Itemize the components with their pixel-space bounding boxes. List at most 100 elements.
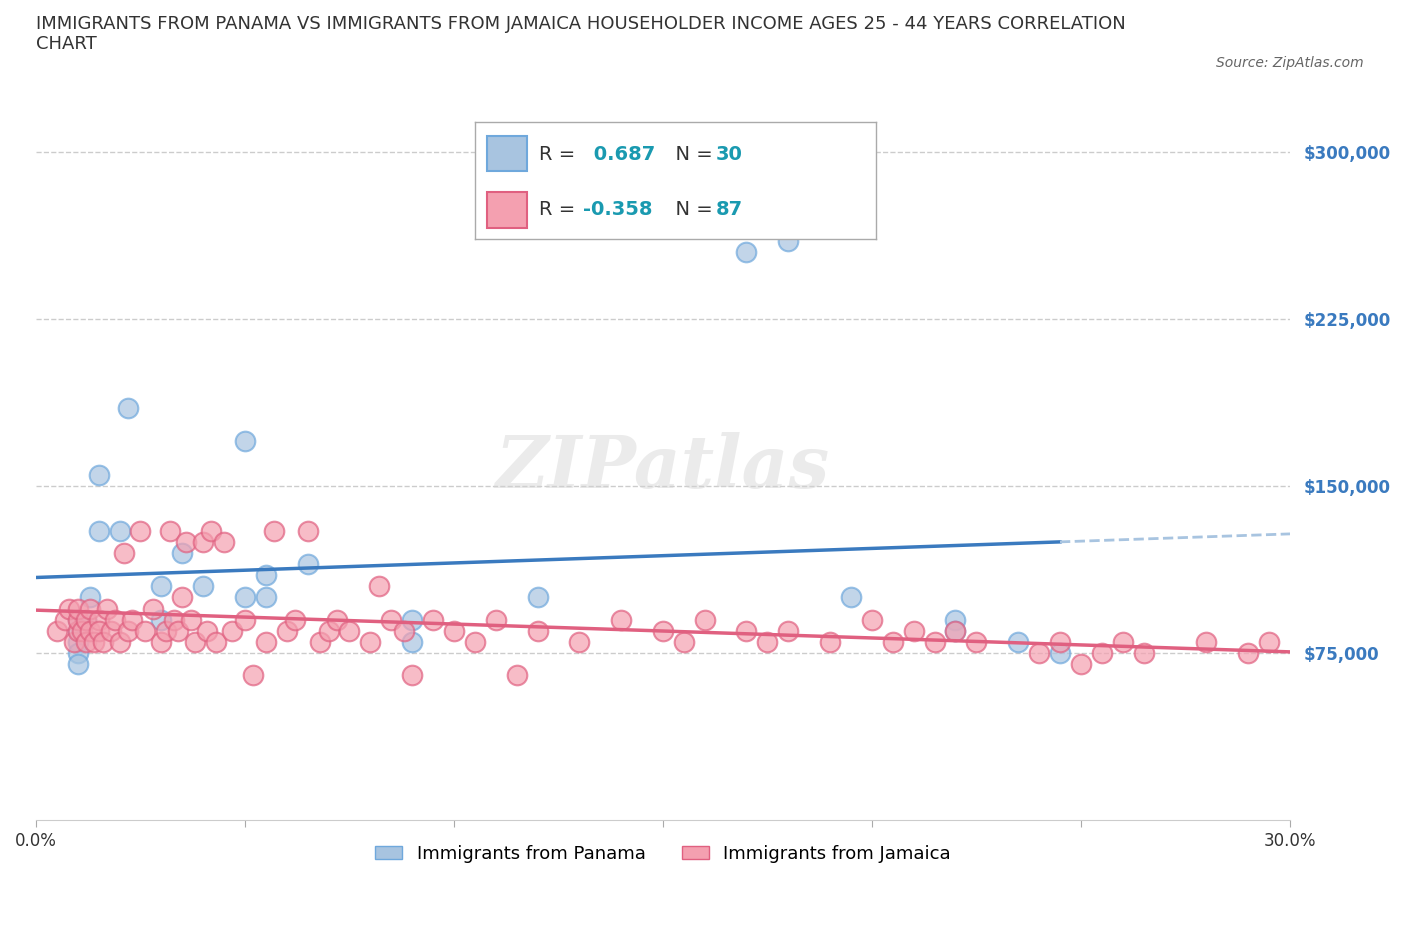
Immigrants from Jamaica <box>276 623 298 638</box>
Immigrants from Panama <box>191 578 214 593</box>
Immigrants from Jamaica <box>155 623 177 638</box>
Immigrants from Panama <box>1007 634 1029 649</box>
Immigrants from Jamaica <box>204 634 226 649</box>
Immigrants from Jamaica <box>1070 657 1092 671</box>
Immigrants from Jamaica <box>242 668 264 683</box>
Immigrants from Jamaica <box>121 612 143 627</box>
Immigrants from Jamaica <box>1195 634 1218 649</box>
Immigrants from Jamaica <box>693 612 716 627</box>
Immigrants from Jamaica <box>610 612 633 627</box>
Immigrants from Jamaica <box>184 634 207 649</box>
Immigrants from Jamaica <box>924 634 946 649</box>
Immigrants from Jamaica <box>129 524 152 538</box>
Immigrants from Panama <box>150 612 173 627</box>
Immigrants from Jamaica <box>1132 645 1154 660</box>
Immigrants from Jamaica <box>75 612 97 627</box>
Immigrants from Jamaica <box>339 623 361 638</box>
Immigrants from Jamaica <box>1258 634 1281 649</box>
Immigrants from Panama <box>401 634 423 649</box>
Immigrants from Panama <box>254 567 277 582</box>
Immigrants from Panama <box>79 590 101 604</box>
Immigrants from Jamaica <box>359 634 381 649</box>
Immigrants from Jamaica <box>965 634 987 649</box>
Immigrants from Panama <box>108 524 131 538</box>
Immigrants from Jamaica <box>112 545 135 560</box>
Immigrants from Panama <box>297 556 319 571</box>
Immigrants from Jamaica <box>58 601 80 616</box>
Immigrants from Panama <box>233 590 256 604</box>
Immigrants from Jamaica <box>380 612 402 627</box>
Immigrants from Jamaica <box>159 524 181 538</box>
Immigrants from Panama <box>254 590 277 604</box>
Immigrants from Jamaica <box>309 634 332 649</box>
Immigrants from Jamaica <box>221 623 243 638</box>
Immigrants from Panama <box>839 590 862 604</box>
Immigrants from Jamaica <box>87 612 110 627</box>
Text: ZIPatlas: ZIPatlas <box>496 432 830 503</box>
Immigrants from Panama <box>75 612 97 627</box>
Immigrants from Jamaica <box>176 534 198 549</box>
Immigrants from Jamaica <box>79 623 101 638</box>
Immigrants from Jamaica <box>180 612 202 627</box>
Immigrants from Jamaica <box>756 634 779 649</box>
Immigrants from Jamaica <box>195 623 218 638</box>
Immigrants from Panama <box>66 634 89 649</box>
Immigrants from Jamaica <box>1049 634 1071 649</box>
Immigrants from Jamaica <box>1091 645 1114 660</box>
Immigrants from Jamaica <box>66 612 89 627</box>
Immigrants from Jamaica <box>568 634 591 649</box>
Immigrants from Jamaica <box>818 634 841 649</box>
Immigrants from Jamaica <box>651 623 673 638</box>
Immigrants from Jamaica <box>87 623 110 638</box>
Immigrants from Jamaica <box>443 623 465 638</box>
Immigrants from Panama <box>87 468 110 483</box>
Immigrants from Jamaica <box>263 524 285 538</box>
Immigrants from Jamaica <box>75 634 97 649</box>
Immigrants from Panama <box>233 434 256 449</box>
Immigrants from Panama <box>945 623 967 638</box>
Immigrants from Panama <box>778 233 800 248</box>
Immigrants from Jamaica <box>167 623 190 638</box>
Immigrants from Panama <box>66 623 89 638</box>
Immigrants from Jamaica <box>505 668 527 683</box>
Immigrants from Jamaica <box>860 612 883 627</box>
Immigrants from Jamaica <box>326 612 349 627</box>
Immigrants from Jamaica <box>1028 645 1050 660</box>
Immigrants from Jamaica <box>108 634 131 649</box>
Immigrants from Jamaica <box>53 612 76 627</box>
Immigrants from Panama <box>150 578 173 593</box>
Immigrants from Jamaica <box>172 590 194 604</box>
Immigrants from Panama <box>66 645 89 660</box>
Immigrants from Jamaica <box>297 524 319 538</box>
Immigrants from Jamaica <box>150 634 173 649</box>
Immigrants from Jamaica <box>485 612 508 627</box>
Immigrants from Jamaica <box>91 634 114 649</box>
Immigrants from Jamaica <box>100 623 122 638</box>
Immigrants from Jamaica <box>142 601 165 616</box>
Immigrants from Jamaica <box>526 623 548 638</box>
Immigrants from Jamaica <box>422 612 444 627</box>
Immigrants from Panama <box>66 657 89 671</box>
Immigrants from Jamaica <box>392 623 415 638</box>
Immigrants from Jamaica <box>96 601 118 616</box>
Immigrants from Panama <box>117 401 139 416</box>
Immigrants from Jamaica <box>254 634 277 649</box>
Immigrants from Panama <box>735 245 758 259</box>
Immigrants from Panama <box>526 590 548 604</box>
Immigrants from Jamaica <box>200 524 222 538</box>
Immigrants from Jamaica <box>1237 645 1260 660</box>
Text: Source: ZipAtlas.com: Source: ZipAtlas.com <box>1216 56 1364 70</box>
Immigrants from Jamaica <box>318 623 340 638</box>
Immigrants from Panama <box>945 612 967 627</box>
Legend: Immigrants from Panama, Immigrants from Jamaica: Immigrants from Panama, Immigrants from … <box>368 838 957 870</box>
Immigrants from Jamaica <box>401 668 423 683</box>
Immigrants from Jamaica <box>882 634 904 649</box>
Immigrants from Jamaica <box>104 612 127 627</box>
Immigrants from Jamaica <box>464 634 486 649</box>
Immigrants from Jamaica <box>70 623 93 638</box>
Immigrants from Jamaica <box>45 623 67 638</box>
Immigrants from Jamaica <box>284 612 307 627</box>
Immigrants from Jamaica <box>191 534 214 549</box>
Immigrants from Jamaica <box>735 623 758 638</box>
Text: IMMIGRANTS FROM PANAMA VS IMMIGRANTS FROM JAMAICA HOUSEHOLDER INCOME AGES 25 - 4: IMMIGRANTS FROM PANAMA VS IMMIGRANTS FRO… <box>37 15 1126 53</box>
